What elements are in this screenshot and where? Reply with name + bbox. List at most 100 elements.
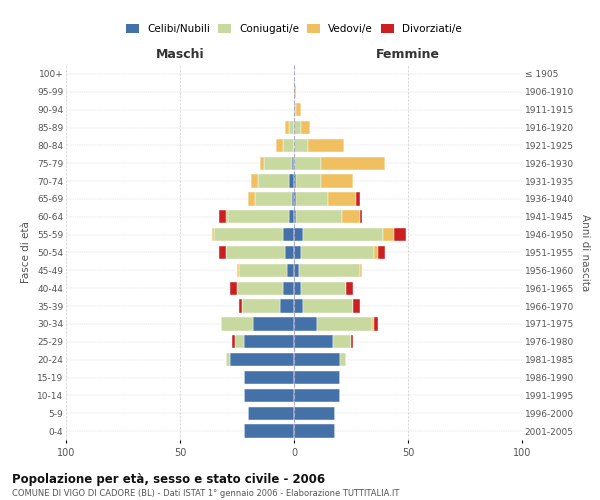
Bar	[239, 264, 287, 277]
Bar	[294, 282, 301, 295]
Bar	[374, 246, 379, 259]
Bar	[342, 210, 360, 224]
Bar	[294, 424, 335, 438]
Bar	[303, 228, 383, 241]
Bar	[260, 156, 265, 170]
Bar	[294, 85, 296, 98]
Bar	[237, 264, 239, 277]
Bar	[255, 192, 292, 205]
Bar	[219, 210, 226, 224]
Bar	[280, 300, 294, 313]
Bar	[283, 228, 294, 241]
Bar	[285, 246, 294, 259]
Bar	[265, 156, 292, 170]
Bar	[294, 317, 317, 330]
Bar	[303, 300, 353, 313]
Bar	[294, 103, 296, 117]
Bar	[226, 246, 285, 259]
Bar	[219, 246, 226, 259]
Bar	[301, 282, 346, 295]
Y-axis label: Fasce di età: Fasce di età	[22, 222, 31, 284]
Bar	[296, 210, 342, 224]
Bar	[379, 246, 385, 259]
Bar	[294, 210, 296, 224]
Y-axis label: Anni di nascita: Anni di nascita	[580, 214, 590, 291]
Text: COMUNE DI VIGO DI CADORE (BL) - Dati ISTAT 1° gennaio 2006 - Elaborazione TUTTIT: COMUNE DI VIGO DI CADORE (BL) - Dati IST…	[12, 489, 400, 498]
Bar	[230, 282, 237, 295]
Bar	[285, 121, 289, 134]
Bar	[317, 317, 371, 330]
Bar	[294, 121, 301, 134]
Bar	[308, 138, 344, 152]
Bar	[244, 371, 294, 384]
Bar	[283, 138, 294, 152]
Bar	[294, 174, 296, 188]
Bar	[328, 192, 356, 205]
Legend: Celibi/Nubili, Coniugati/e, Vedovi/e, Divorziati/e: Celibi/Nubili, Coniugati/e, Vedovi/e, Di…	[124, 22, 464, 36]
Bar	[299, 264, 360, 277]
Text: Maschi: Maschi	[155, 48, 205, 62]
Bar	[294, 246, 301, 259]
Bar	[276, 138, 283, 152]
Bar	[289, 210, 294, 224]
Bar	[283, 282, 294, 295]
Bar	[346, 282, 353, 295]
Bar	[244, 424, 294, 438]
Bar	[292, 156, 294, 170]
Bar	[253, 317, 294, 330]
Bar	[294, 138, 308, 152]
Bar	[394, 228, 406, 241]
Bar	[294, 371, 340, 384]
Bar	[360, 264, 362, 277]
Bar	[257, 174, 289, 188]
Bar	[248, 192, 255, 205]
Bar	[251, 174, 257, 188]
Bar	[248, 406, 294, 420]
Bar	[221, 317, 253, 330]
Bar	[322, 174, 353, 188]
Bar	[301, 246, 374, 259]
Bar	[294, 228, 303, 241]
Bar	[244, 335, 294, 348]
Bar	[242, 300, 280, 313]
Bar	[239, 300, 242, 313]
Bar	[296, 103, 301, 117]
Bar	[228, 210, 289, 224]
Text: Femmine: Femmine	[376, 48, 440, 62]
Bar	[294, 406, 335, 420]
Bar	[360, 210, 362, 224]
Bar	[237, 282, 283, 295]
Bar	[235, 335, 244, 348]
Bar	[294, 300, 303, 313]
Bar	[244, 388, 294, 402]
Bar	[371, 317, 374, 330]
Bar	[287, 264, 294, 277]
Bar	[294, 353, 340, 366]
Bar	[322, 156, 385, 170]
Bar	[294, 335, 333, 348]
Bar	[294, 264, 299, 277]
Bar	[292, 192, 294, 205]
Bar	[296, 192, 328, 205]
Bar	[351, 335, 353, 348]
Bar	[289, 174, 294, 188]
Bar	[383, 228, 394, 241]
Bar	[212, 228, 214, 241]
Bar	[214, 228, 283, 241]
Bar	[296, 174, 322, 188]
Bar	[353, 300, 360, 313]
Bar	[301, 121, 310, 134]
Bar	[289, 121, 294, 134]
Bar	[374, 317, 379, 330]
Bar	[226, 353, 230, 366]
Text: Popolazione per età, sesso e stato civile - 2006: Popolazione per età, sesso e stato civil…	[12, 472, 325, 486]
Bar	[294, 388, 340, 402]
Bar	[333, 335, 351, 348]
Bar	[232, 335, 235, 348]
Bar	[226, 210, 228, 224]
Bar	[340, 353, 346, 366]
Bar	[294, 156, 322, 170]
Bar	[356, 192, 360, 205]
Bar	[294, 192, 296, 205]
Bar	[230, 353, 294, 366]
